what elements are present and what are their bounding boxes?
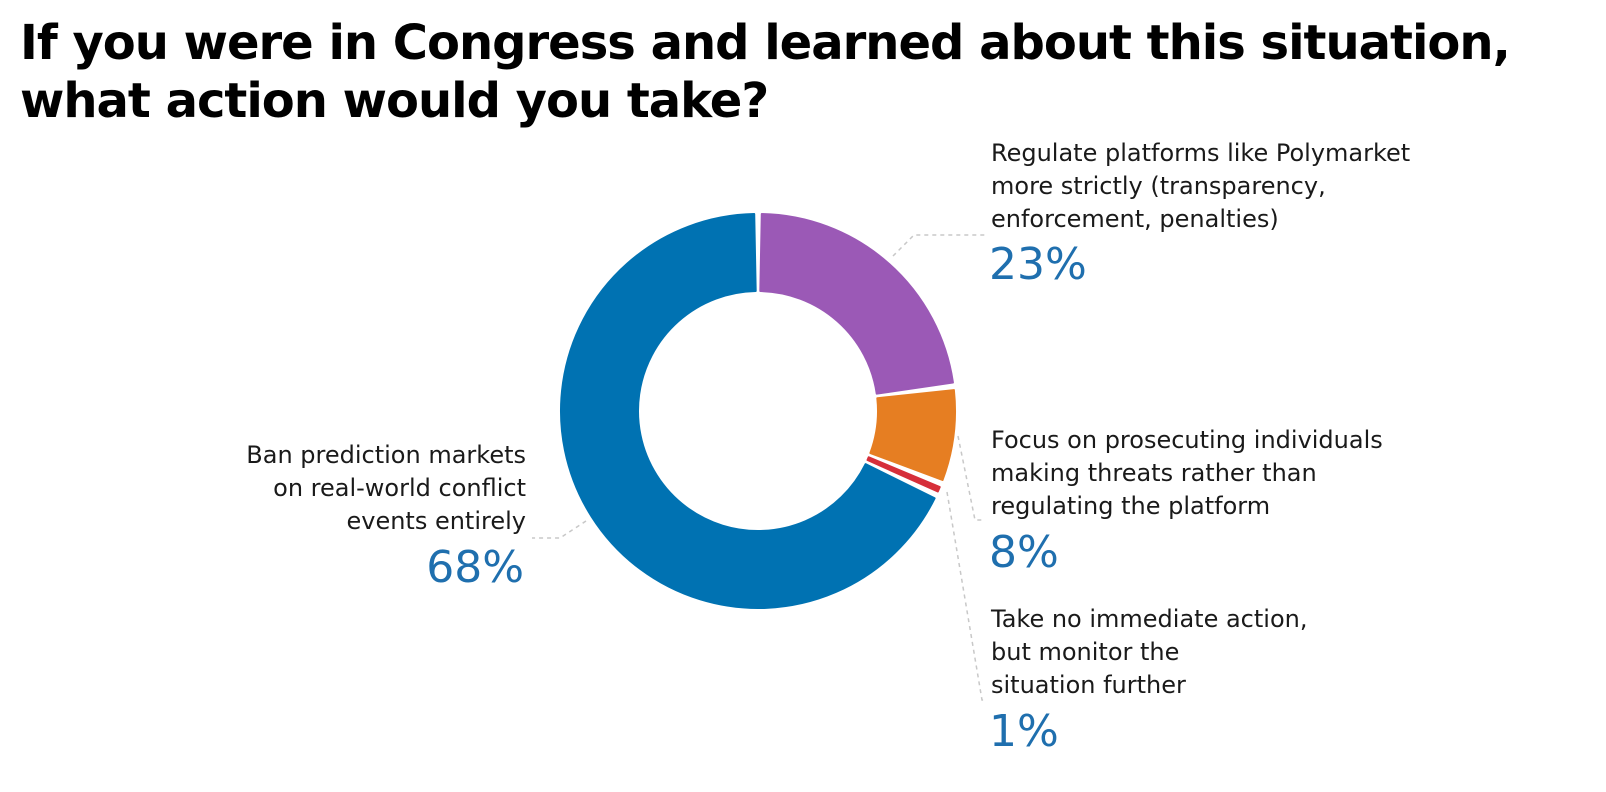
chart-title: If you were in Congress and learned abou… xyxy=(20,15,1511,129)
leader-line-ban xyxy=(532,520,587,539)
leader-line-no-action xyxy=(946,491,985,701)
slice-value-ban: 68% xyxy=(426,542,524,593)
slice-label-no-action: Take no immediate action, but monitor th… xyxy=(991,605,1308,699)
slice-value-regulate: 23% xyxy=(989,239,1087,290)
leader-line-regulate xyxy=(892,234,985,257)
slice-label-regulate: Regulate platforms like Polymarket more … xyxy=(991,139,1411,233)
donut-slices xyxy=(560,213,956,609)
slice-no-action xyxy=(866,456,941,493)
slice-value-prosecute: 8% xyxy=(989,527,1059,578)
slice-prosecute xyxy=(869,389,956,481)
leader-lines xyxy=(532,234,985,701)
leader-line-prosecute xyxy=(957,435,985,521)
slice-regulate xyxy=(759,213,954,395)
slice-ban xyxy=(560,213,936,609)
slice-value-no-action: 1% xyxy=(989,706,1059,757)
slice-label-prosecute: Focus on prosecuting individuals making … xyxy=(991,426,1383,520)
slice-label-ban: Ban prediction markets on real-world con… xyxy=(246,441,526,535)
